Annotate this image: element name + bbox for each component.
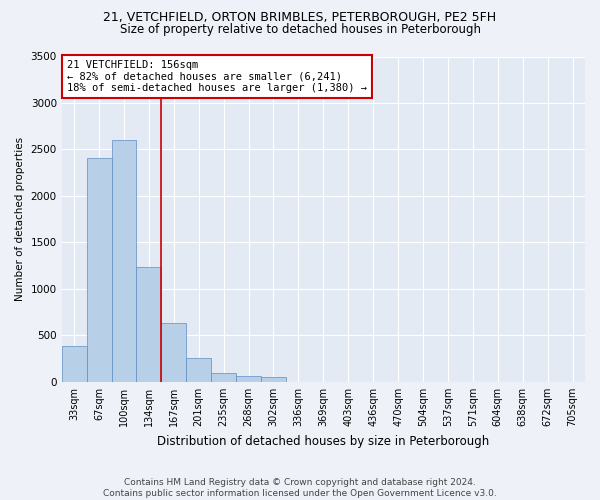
Bar [236,376,261,382]
Text: Contains HM Land Registry data © Crown copyright and database right 2024.
Contai: Contains HM Land Registry data © Crown c… [103,478,497,498]
Bar [112,140,136,382]
Bar [186,358,211,382]
Bar [211,372,236,382]
Text: Size of property relative to detached houses in Peterborough: Size of property relative to detached ho… [119,22,481,36]
Text: 21, VETCHFIELD, ORTON BRIMBLES, PETERBOROUGH, PE2 5FH: 21, VETCHFIELD, ORTON BRIMBLES, PETERBOR… [103,12,497,24]
Bar [161,324,186,382]
Y-axis label: Number of detached properties: Number of detached properties [15,137,25,302]
Bar [86,158,112,382]
Bar [62,346,86,382]
Text: 21 VETCHFIELD: 156sqm
← 82% of detached houses are smaller (6,241)
18% of semi-d: 21 VETCHFIELD: 156sqm ← 82% of detached … [67,60,367,93]
Bar [136,266,161,382]
X-axis label: Distribution of detached houses by size in Peterborough: Distribution of detached houses by size … [157,434,490,448]
Bar [261,378,286,382]
